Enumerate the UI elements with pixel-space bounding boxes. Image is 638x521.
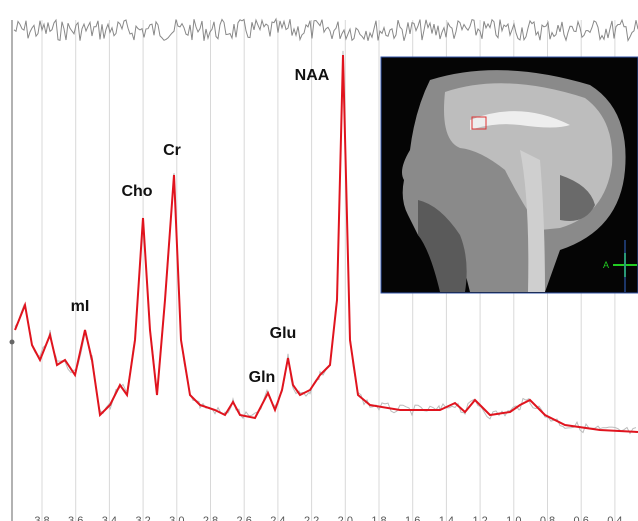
x-tick-label: 2.0 (338, 515, 353, 521)
x-tick-label: 1.8 (371, 515, 386, 521)
peak-label: mI (71, 298, 90, 315)
x-tick-label: 1.0 (506, 515, 521, 521)
x-tick-label: 3.8 (34, 515, 49, 521)
x-tick-label: 1.6 (405, 515, 420, 521)
peak-label: Glu (270, 325, 297, 342)
orientation-label: A (603, 260, 609, 270)
axis-marker (10, 340, 15, 345)
x-tick-label: 0.6 (574, 515, 589, 521)
x-tick-label: 2.2 (304, 515, 319, 521)
x-tick-label: 0.8 (540, 515, 555, 521)
x-tick-label: 0.4 (607, 515, 622, 521)
peak-label: Cho (121, 183, 152, 200)
peak-label: Cr (163, 142, 181, 159)
x-tick-label: 2.4 (270, 515, 285, 521)
x-tick-label: 2.6 (237, 515, 252, 521)
x-tick-label: 3.0 (169, 515, 184, 521)
x-tick-label: 1.2 (472, 515, 487, 521)
x-tick-label: 3.4 (102, 515, 117, 521)
peak-label: NAA (295, 67, 330, 84)
mri-inset: A (381, 57, 638, 293)
peak-label: Gln (249, 369, 276, 386)
x-tick-label: 2.8 (203, 515, 218, 521)
spectrum-view: mI Cho Cr Gln Glu NAA A 3.8 3.6 3.4 3.2 3.0 2… (0, 0, 638, 521)
x-tick-label: 3.2 (135, 515, 150, 521)
x-tick-label: 1.4 (439, 515, 454, 521)
x-tick-label: 3.6 (68, 515, 83, 521)
